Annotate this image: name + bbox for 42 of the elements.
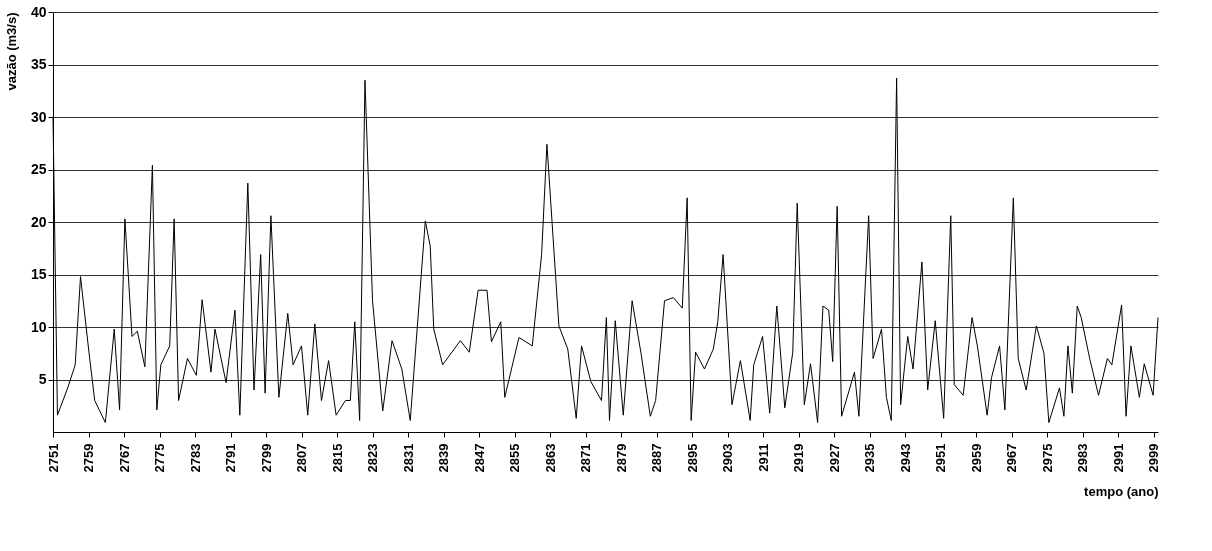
y-tick-label: 30 [30,108,47,125]
x-tick-label: 2879 [613,443,629,473]
y-tick-label: 5 [38,371,47,387]
y-tick-label: 20 [30,213,47,230]
y-axis-title: vazão (m3/s) [3,12,19,91]
y-tick-label: 15 [30,266,47,282]
y-tick-label: 35 [30,56,47,72]
y-tick-label: 10 [30,318,47,335]
x-tick-label: 2847 [471,443,487,473]
x-tick-label: 2759 [81,443,96,473]
x-tick-label: 2911 [755,443,771,472]
x-tick-label: 2903 [720,443,736,473]
x-tick-label: 2919 [791,443,807,473]
x-tick-label: 2751 [45,443,61,473]
x-tick-label: 2975 [1039,443,1055,473]
x-tick-label: 2775 [152,443,168,473]
x-tick-label: 2823 [365,443,381,473]
x-tick-label: 2951 [933,443,949,473]
x-tick-label: 2855 [507,443,523,473]
x-tick-label: 2959 [968,443,984,473]
x-tick-label: 2991 [1110,443,1126,473]
x-axis-title: tempo (ano) [1084,484,1159,500]
x-tick-label: 2927 [826,443,842,473]
x-tick-label: 2999 [1146,443,1162,473]
x-tick-label: 2895 [684,443,700,473]
x-tick-label: 2791 [223,443,239,473]
x-tick-label: 2887 [649,443,665,473]
y-tick-label: 25 [30,161,47,177]
x-tick-label: 2831 [400,443,416,473]
x-tick-label: 2799 [258,443,274,473]
x-tick-label: 2815 [329,443,345,473]
y-tick-label: 40 [30,3,47,20]
x-tick-label: 2943 [897,443,913,473]
x-tick-label: 2967 [1004,443,1020,473]
x-tick-label: 2935 [862,443,878,473]
x-tick-label: 2767 [116,443,132,473]
x-tick-label: 2839 [436,443,452,473]
x-tick-label: 2871 [578,443,594,473]
x-tick-label: 2863 [542,443,558,473]
x-tick-label: 2783 [187,443,203,473]
x-tick-label: 2807 [294,443,310,473]
x-tick-label: 2983 [1075,443,1091,473]
